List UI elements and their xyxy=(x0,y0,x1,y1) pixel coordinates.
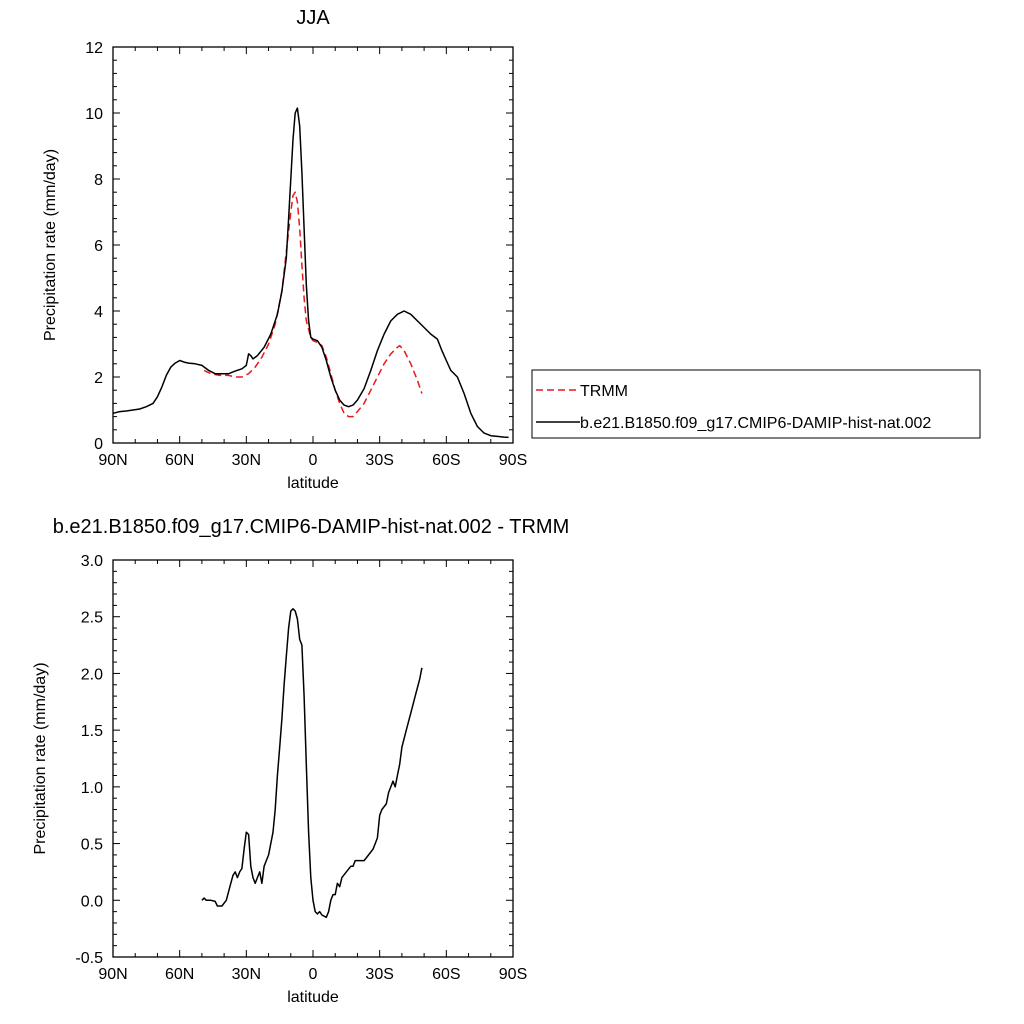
x-tick-label: 30S xyxy=(365,452,393,469)
x-tick-label: 90N xyxy=(98,452,127,469)
legend-label: TRMM xyxy=(580,383,628,400)
x-tick-label: 60N xyxy=(165,452,194,469)
y-axis-title: Precipitation rate (mm/day) xyxy=(32,662,49,854)
y-tick-label: 2.5 xyxy=(81,610,103,627)
y-tick-label: 0.0 xyxy=(81,893,103,910)
legend-label: b.e21.B1850.f09_g17.CMIP6-DAMIP-hist-nat… xyxy=(580,415,931,432)
y-tick-label: 4 xyxy=(94,304,103,321)
legend-box xyxy=(531,369,981,439)
y-tick-label: -0.5 xyxy=(75,950,103,967)
x-tick-label: 60S xyxy=(432,452,460,469)
y-tick-label: 1.5 xyxy=(81,723,103,740)
plot-title: JJA xyxy=(296,7,330,29)
bottom-panel: 90N 60N 30N 0 30S 60S 90S -0.5 0.0 0.5 1.0 1.5 2.0 2.… xyxy=(32,516,569,1006)
y-tick-label: 2 xyxy=(94,370,103,387)
y-tick-label: 12 xyxy=(85,40,103,57)
x-tick-label: 0 xyxy=(309,452,318,469)
y-tick-label: 3.0 xyxy=(81,553,103,570)
x-tick-label: 30N xyxy=(232,966,261,983)
x-tick-label: 60N xyxy=(165,966,194,983)
y-tick-label: 10 xyxy=(85,106,103,123)
x-tick-label: 90S xyxy=(499,966,527,983)
top-panel: 90N 60N 30N 0 30S 60S 90S 0 2 4 6 8 10 12 latitude Prec… xyxy=(42,7,527,492)
x-axis-title: latitude xyxy=(287,989,339,1006)
y-tick-label: 6 xyxy=(94,238,103,255)
y-tick-label: 8 xyxy=(94,172,103,189)
y-tick-label: 0.5 xyxy=(81,837,103,854)
model-series-line xyxy=(201,608,423,919)
x-tick-label: 90S xyxy=(499,452,527,469)
x-tick-label: 60S xyxy=(432,966,460,983)
trmm-series-line xyxy=(203,191,423,418)
legend: TRMM b.e21.B1850.f09_g17.CMIP6-DAMIP-hist… xyxy=(531,369,981,439)
y-tick-label: 0 xyxy=(94,436,103,453)
y-tick-label: 2.0 xyxy=(81,666,103,683)
y-tick-label: 1.0 xyxy=(81,780,103,797)
model-series-line xyxy=(112,107,509,439)
x-tick-label: 90N xyxy=(98,966,127,983)
x-tick-label: 30S xyxy=(365,966,393,983)
x-tick-label: 30N xyxy=(232,452,261,469)
x-tick-label: 0 xyxy=(309,966,318,983)
y-axis-title: Precipitation rate (mm/day) xyxy=(42,149,59,341)
plot-title: b.e21.B1850.f09_g17.CMIP6-DAMIP-hist-nat… xyxy=(53,516,570,538)
x-axis-title: latitude xyxy=(287,475,339,492)
plot-frame xyxy=(112,46,514,444)
